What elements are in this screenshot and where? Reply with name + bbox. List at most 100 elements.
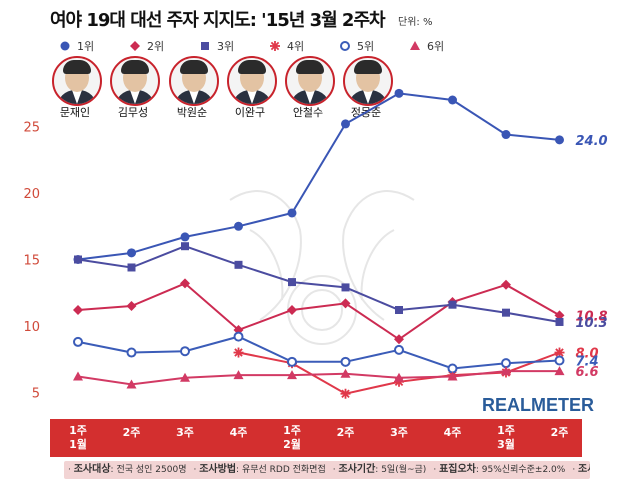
legend-marker-icon [340,41,350,51]
avatar [227,56,277,106]
data-point [501,358,511,369]
data-point [180,278,190,289]
data-point [73,336,83,347]
avatar [169,56,219,106]
data-point [233,347,244,358]
y-axis: 5 10 15 20 25 [23,121,40,402]
x-tick-label: 1주 1월 [69,424,87,451]
legend-item: 3위 [198,36,234,56]
data-point [341,119,350,129]
data-point [233,331,244,342]
legend-marker-icon [201,42,209,50]
avatar [343,56,393,106]
x-tick-label: 4주 [443,426,462,439]
survey-footer: · 조사대상: 전국 성인 2500명 · 조사방법: 유무선 RDD 전화면접 ·… [64,461,590,479]
legend-marker-icon [60,41,70,51]
data-point [74,255,82,264]
end-labels: 24.0 10.810.3 8.07.46.6 [576,134,608,380]
data-point [288,278,296,287]
data-point [394,372,404,382]
data-point [234,260,243,269]
series-6 [73,366,565,389]
legend-marker-icon [130,41,140,51]
data-point [180,372,190,382]
footer-item: · 표집오차: 95%신뢰수준±2.0% [433,464,566,475]
y-tick-label: 25 [23,121,40,136]
data-point [126,301,137,312]
x-tick-label: 2주 [122,426,141,439]
data-point [502,308,510,317]
legend-item: 2위 [128,36,164,56]
data-point [554,355,565,366]
data-point [340,356,351,367]
x-axis-band: 1주 1월 2주 3주 4주 1주 2월 2주 3주 4주 1주 3월 2주 [50,419,582,457]
data-point [126,379,137,389]
data-point [126,347,137,358]
avatar [110,56,160,106]
data-point [448,95,457,105]
data-point [554,310,565,321]
data-point [180,346,190,357]
legend-marker-icon [410,41,420,50]
series-1 [73,88,564,264]
legend-marker [270,41,280,51]
avatar-name: 안철수 [292,106,324,119]
series-line [77,92,560,261]
series-line [77,282,560,341]
end-value-label: 10.3 [576,316,608,331]
footer-item: · 조사기관: 리얼미터 [572,464,590,475]
data-point [447,363,458,374]
legend-label: 5위 [357,40,375,53]
avatar [52,56,102,106]
avatar [285,56,335,106]
data-point [340,388,351,399]
legend-item: 5위 [338,36,374,56]
legend-label: 3위 [217,40,235,53]
brand-logo: REALMETER [482,395,594,415]
avatar-name: 이완구 [234,106,266,119]
end-value-label: 24.0 [576,134,608,149]
footer-item: · 조사기간: 5일(월~금) [332,464,427,475]
y-tick-label: 20 [23,187,40,202]
data-point [395,306,403,315]
legend-marker [130,41,140,51]
legend-label: 6위 [427,40,445,53]
y-tick-label: 15 [23,254,40,269]
end-value-label: 10.8 [576,309,608,324]
data-point [501,279,511,290]
avatar-name: 김무성 [117,106,149,119]
data-point [73,371,83,381]
end-value-label: 7.4 [576,355,599,370]
x-tick-label: 2주 [550,426,569,439]
data-point [555,317,564,326]
data-point [341,283,350,292]
legend-label: 4위 [287,40,305,53]
data-point [448,300,457,309]
x-tick-label: 1주 2월 [283,424,301,451]
avatar-row: 문재인 김무성 박원순 이완구 안철수 정몽준 [0,56,640,119]
legend-marker [410,41,420,50]
footer-item: · 조사대상: 전국 성인 2500명 [68,464,187,475]
series-line [77,245,560,323]
data-point [287,208,297,218]
y-tick-label: 10 [23,320,40,335]
data-point [394,88,404,98]
x-tick-label: 3주 [176,426,194,439]
data-point [555,135,564,145]
data-point [287,370,297,380]
x-tick-label: 4주 [229,426,248,439]
data-point [447,371,458,381]
legend-marker-icon [270,41,280,51]
data-point [73,305,83,316]
data-point [554,366,565,376]
data-point [127,263,136,272]
data-point [287,356,297,367]
series-line [77,335,560,370]
legend-item: 6위 [408,36,444,56]
data-point [234,221,243,231]
data-point [181,242,189,251]
data-point [127,248,136,258]
series-5 [73,331,565,374]
avatar-name: 박원순 [176,106,208,119]
